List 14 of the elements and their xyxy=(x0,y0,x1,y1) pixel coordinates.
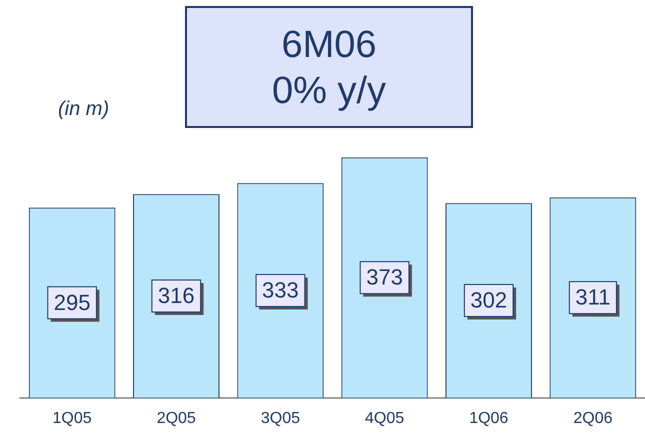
data-label: 316 xyxy=(158,283,195,308)
x-tick-label: 4Q05 xyxy=(365,410,404,427)
chart-title: 6M06 0% y/y xyxy=(185,6,473,128)
data-label: 302 xyxy=(470,288,508,313)
x-tick-label: 3Q05 xyxy=(260,410,300,427)
y-axis-title: (in m) xyxy=(58,98,110,121)
x-tick-label: 2Q06 xyxy=(573,410,613,427)
data-label: 311 xyxy=(575,284,610,310)
data-label: 295 xyxy=(54,290,90,315)
x-tick-label: 1Q06 xyxy=(469,410,508,427)
data-label: 333 xyxy=(262,278,299,303)
x-tick-label: 1Q05 xyxy=(52,410,92,427)
data-label: 373 xyxy=(366,264,403,290)
x-tick-label: 2Q05 xyxy=(156,410,196,427)
